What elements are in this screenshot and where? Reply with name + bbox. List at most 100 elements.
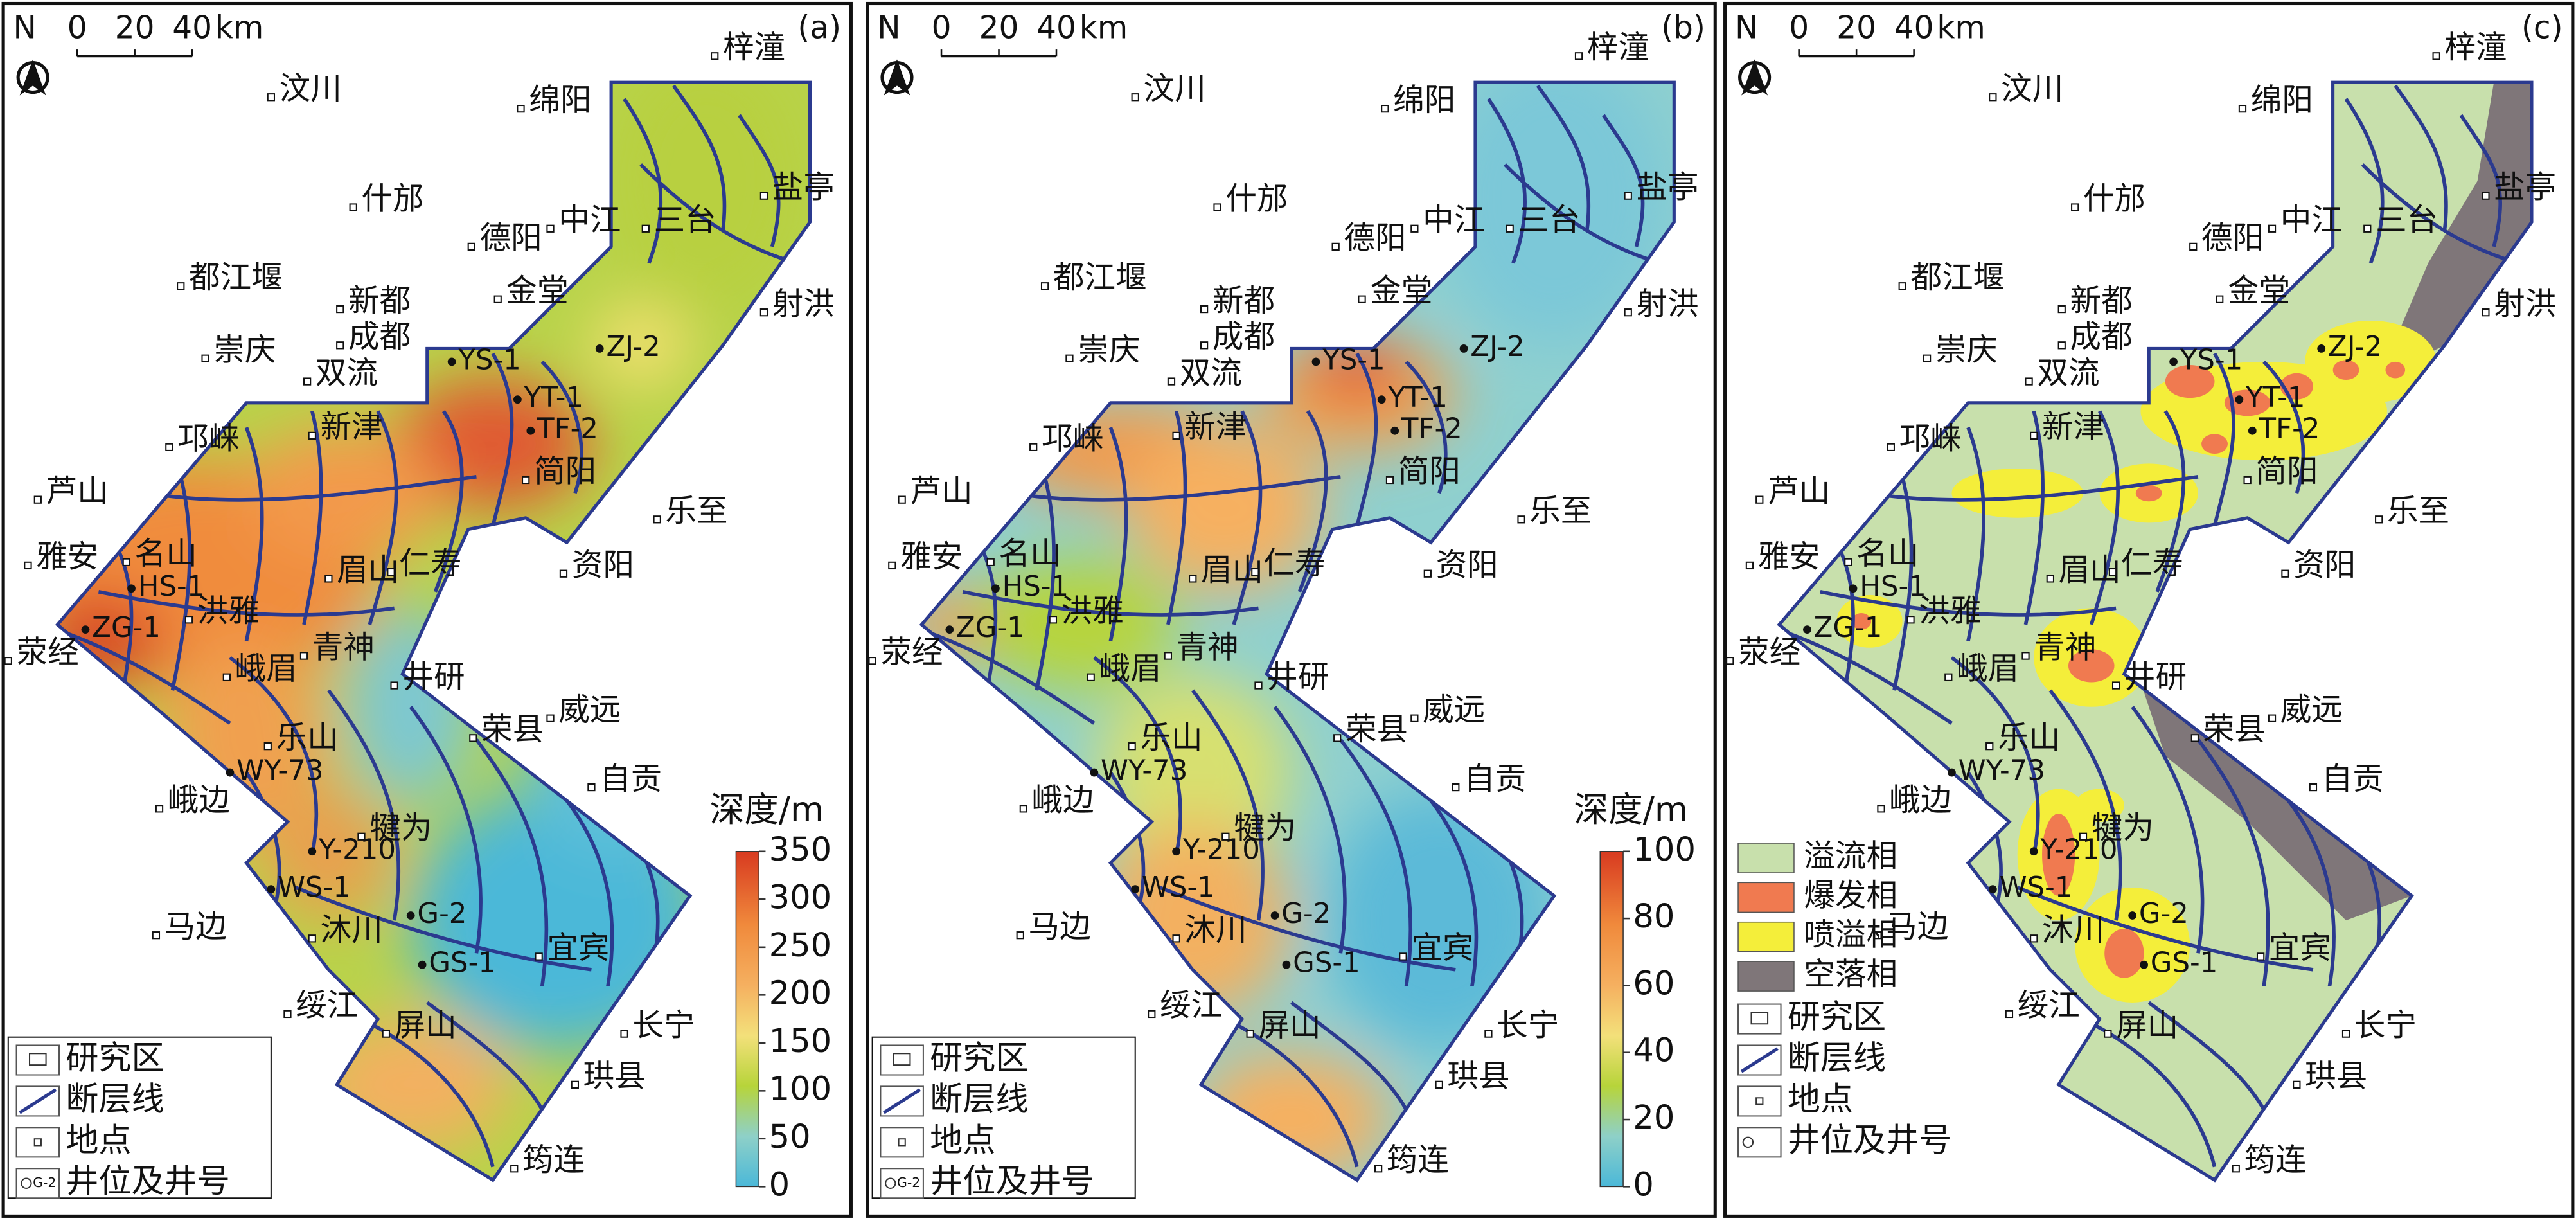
place-marker (522, 476, 530, 485)
well-name: Y-210 (318, 834, 396, 866)
legend-label: 断层线 (930, 1080, 1028, 1118)
scale-unit: km (1937, 10, 1985, 46)
place-marker (267, 93, 276, 102)
place-marker (1333, 734, 1342, 742)
legend-label: 地点 (66, 1121, 131, 1159)
place-name: 沐川 (321, 912, 383, 948)
place-marker (24, 561, 32, 570)
place-marker (653, 515, 661, 524)
well-marker (1090, 768, 1099, 777)
fault-line (2023, 410, 2045, 625)
fault-line (1232, 410, 1263, 625)
scale-label: 20 (115, 10, 155, 46)
well-name: TF-2 (537, 413, 598, 445)
place-marker (2021, 652, 2030, 660)
north-arrow (19, 59, 46, 96)
place-name: 绥江 (1160, 988, 1222, 1024)
place-marker (1128, 742, 1136, 751)
fault-line (2361, 163, 2519, 265)
place-name: 绵阳 (1393, 82, 1455, 118)
place-name: 新津 (2042, 409, 2104, 445)
place-marker (1898, 282, 1906, 290)
colorbar-label: 20 (1633, 1099, 1674, 1137)
well-marker (2128, 911, 2137, 920)
place-marker (2030, 431, 2038, 440)
place-marker (1167, 377, 1176, 386)
fault-line (639, 163, 797, 265)
colorbar-label: 0 (1633, 1166, 1654, 1204)
place-marker (1624, 308, 1632, 317)
place-name: 峨眉 (235, 651, 298, 687)
place-marker (2432, 52, 2440, 60)
well-name: Y-210 (2039, 834, 2117, 866)
place-marker (1016, 931, 1024, 940)
colorbar-label: 350 (769, 831, 832, 869)
place-name: 绵阳 (529, 82, 591, 118)
place-marker (222, 673, 231, 681)
contour-fill (1258, 337, 1456, 452)
well-name: HS-1 (138, 571, 205, 603)
place-marker (546, 714, 555, 722)
well-marker (2029, 847, 2038, 856)
place-name: 雅安 (36, 539, 98, 575)
colorbar-label: 200 (769, 974, 832, 1012)
well-name: TF-2 (2259, 413, 2320, 445)
well-name: WS-1 (2000, 871, 2073, 904)
place-name: 沐川 (1184, 912, 1247, 948)
colorbar (1599, 851, 1624, 1188)
place-name: 峨边 (1032, 782, 1094, 818)
place-marker (2025, 377, 2033, 386)
fault-line (1602, 114, 1645, 247)
colorbar-title: 深度/m (1574, 789, 1688, 830)
well-marker (2140, 960, 2148, 969)
well-marker (1803, 625, 1811, 634)
place-marker (1164, 652, 1172, 660)
legend-icon (15, 1127, 60, 1158)
place-marker (888, 561, 896, 570)
place-marker (1019, 805, 1027, 813)
place-marker (1213, 203, 1221, 211)
fault-line (475, 738, 549, 986)
well-name: WY-73 (236, 755, 323, 787)
place-marker (517, 104, 525, 113)
well-marker (595, 344, 604, 353)
place-name: 德阳 (1344, 220, 1406, 256)
legend-icon (880, 1044, 924, 1076)
place-name: 井研 (1266, 659, 1329, 695)
place-marker (2057, 305, 2066, 314)
place-marker (1877, 805, 1885, 813)
fault-line (1536, 84, 1591, 231)
fault-line (623, 98, 663, 264)
well-marker (1270, 911, 1279, 920)
place-marker (1989, 93, 1997, 102)
place-marker (2071, 203, 2079, 211)
well-marker (1172, 847, 1181, 856)
place-marker (2232, 1165, 2240, 1173)
fault-line (2344, 98, 2385, 264)
north-arrow (1738, 60, 1772, 94)
place-marker (1200, 305, 1209, 314)
well-marker (1131, 885, 1140, 893)
place-name: 筠连 (1387, 1142, 1449, 1178)
scale-unit: km (215, 10, 263, 46)
legend-icon (1740, 1047, 1779, 1073)
fault-line (2048, 689, 2122, 921)
legend-icon (15, 1168, 60, 1199)
legend-icon (1737, 1127, 1782, 1158)
legend-icon (15, 1044, 60, 1076)
place-name: 汶川 (2001, 71, 2063, 107)
fault-line (1950, 656, 2040, 855)
place-name: 双流 (315, 355, 378, 391)
place-marker (1040, 282, 1049, 290)
place-name: 名山 (999, 536, 1061, 572)
place-name: 什邡 (1225, 181, 1288, 217)
place-marker (1049, 616, 1058, 624)
place-marker (165, 443, 173, 451)
place-marker (1726, 657, 1734, 665)
well-marker (1311, 357, 1320, 366)
place-name: 峨边 (168, 782, 230, 818)
place-name: 洪雅 (197, 593, 260, 629)
well-name: HS-1 (1002, 571, 1069, 603)
place-name: 筠连 (2244, 1142, 2307, 1178)
